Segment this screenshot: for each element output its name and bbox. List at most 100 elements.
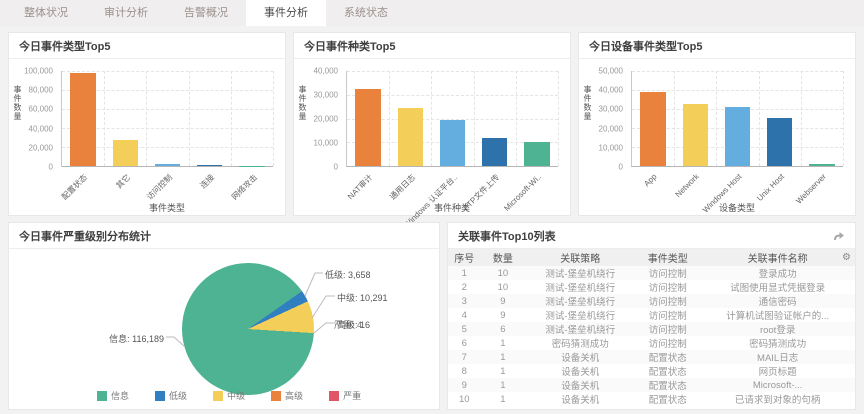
legend-item-低级[interactable]: 低级 <box>155 389 187 402</box>
bar-slot <box>516 71 558 166</box>
legend-swatch <box>155 390 166 401</box>
column-header: 序号 <box>448 249 481 266</box>
gridline <box>230 71 232 166</box>
gridline <box>758 71 760 166</box>
bar-slot <box>347 71 389 166</box>
panel-device-event-type-top5: 今日设备事件类型Top5 事件数量 50,000 40,000 30,000 20,0… <box>578 32 856 216</box>
bar-通用日志[interactable] <box>397 108 423 166</box>
bar-slot <box>231 71 273 166</box>
x-tick: 连接 <box>188 169 230 201</box>
table-cell: MAIL日志 <box>700 350 855 364</box>
x-tick: 访问控制 <box>145 169 188 202</box>
gridline <box>62 109 273 110</box>
legend-item-高级[interactable]: 高级 <box>271 389 303 402</box>
panel-event-kind-top5: 今日事件种类Top5 事件数量 40,000 30,000 20,000 10,000… <box>293 32 571 229</box>
legend-item-严重[interactable]: 严重 <box>329 389 361 402</box>
y-tick: 20,000 <box>598 124 623 134</box>
tab-4[interactable]: 系统状态 <box>344 7 388 19</box>
table-cell: 访问控制 <box>635 322 701 336</box>
severity-pie[interactable] <box>182 263 314 395</box>
gear-icon[interactable]: ⚙ <box>842 252 851 263</box>
table-cell: 1 <box>480 378 526 392</box>
pie-label-low: 低级: 3,658 <box>325 270 371 280</box>
table-cell: 密码猜测成功 <box>551 339 609 350</box>
table-cell: 测试-堡垒机绕行 <box>525 322 636 336</box>
share-icon[interactable] <box>833 231 845 241</box>
gridline <box>716 71 718 166</box>
gridline <box>843 71 844 166</box>
table-cell: 10 <box>458 393 470 405</box>
table-row: 10 1 设备关机 配置状态 已请求到对象的句柄 <box>448 392 855 407</box>
bar-chart-event-type: 事件数量 100,000 80,000 60,000 40,000 20,000 0 配置… <box>9 59 285 215</box>
column-header: 关联策略 <box>525 249 636 266</box>
table-cell: 密码猜测成功 <box>749 339 807 350</box>
y-tick: 0 <box>333 162 338 172</box>
tab-3[interactable]: 事件分析 <box>246 0 326 26</box>
y-tick: 80,000 <box>28 85 53 95</box>
column-header: 关联事件名称 <box>700 249 855 266</box>
legend-label: 中级 <box>227 391 246 401</box>
tab-0[interactable]: 整体状况 <box>24 7 68 19</box>
y-tick: 40,000 <box>598 85 623 95</box>
table-cell: 9 <box>448 378 481 392</box>
legend-swatch <box>329 390 340 401</box>
table-cell: 计算机试图验证帐户的... <box>726 311 830 322</box>
panel-title: 今日事件类型Top5 <box>19 40 111 53</box>
x-tick-label: App <box>642 172 659 189</box>
bar-slot <box>389 71 431 166</box>
bar-FTP文件上传[interactable] <box>482 137 508 166</box>
legend-label: 低级 <box>169 391 188 401</box>
bar-slot <box>759 71 801 166</box>
table-row: 2 10 测试-堡垒机绕行 访问控制 试图使用显式凭据登录 <box>448 280 855 295</box>
gridline <box>674 71 676 166</box>
bar-Windows Host[interactable] <box>724 106 751 166</box>
bar-Windows 认证平台..[interactable] <box>439 120 466 166</box>
bar-Webserver[interactable] <box>809 164 835 166</box>
gridline <box>62 71 273 72</box>
legend-item-信息[interactable]: 信息 <box>97 389 129 402</box>
tab-1[interactable]: 审计分析 <box>104 7 148 19</box>
y-axis-label: 事件数量 <box>583 85 592 121</box>
tab-2[interactable]: 告警概况 <box>184 7 228 19</box>
bar-App[interactable] <box>640 91 666 166</box>
x-axis-labels: NAT审计 通用日志 Windows 认证平台.. FTP文件上传 Microsoft-… <box>346 169 558 229</box>
bar-chart-device-type: 事件数量 50,000 40,000 30,000 20,000 10,000 0 App… <box>579 59 855 215</box>
table-cell: 4 <box>461 309 467 321</box>
table-row: 6 1 密码猜测成功 访问控制 密码猜测成功 <box>448 336 855 351</box>
column-header: 数量 <box>480 249 526 266</box>
bar-slot <box>801 71 843 166</box>
x-tick: 通用日志 <box>387 169 430 202</box>
bar-配置状态[interactable] <box>70 72 96 166</box>
y-tick: 20,000 <box>313 114 338 124</box>
panel-title: 关联事件Top10列表 <box>458 230 556 243</box>
pie-label-medium: 中级: 10,291 <box>337 293 388 303</box>
x-tick: NAT审计 <box>346 169 388 202</box>
legend-label: 高级 <box>285 391 304 401</box>
x-tick-label: Unix Host <box>754 172 786 203</box>
gridline <box>632 90 843 91</box>
x-tick-label: 通用日志 <box>387 172 417 202</box>
gridline <box>389 71 391 166</box>
legend-item-中级[interactable]: 中级 <box>213 389 245 402</box>
bar-访问控制[interactable] <box>154 163 181 166</box>
table-cell: 5 <box>448 322 481 336</box>
gridline <box>188 71 190 166</box>
bar-Unix Host[interactable] <box>767 117 793 166</box>
gridline <box>273 71 274 166</box>
bar-NAT审计[interactable] <box>355 88 381 166</box>
panel-title: 今日事件种类Top5 <box>304 40 396 53</box>
table-body: 1 10 测试-堡垒机绕行 访问控制 登录成功 2 10 测试-堡垒机绕行 访问控制 试图使用显式… <box>448 266 855 406</box>
x-tick-label: 访问控制 <box>145 172 175 202</box>
legend-swatch <box>213 390 224 401</box>
plot-area <box>61 71 274 167</box>
y-axis-ticks: 100,000 80,000 60,000 40,000 20,000 0 <box>21 67 57 172</box>
y-tick: 20,000 <box>28 143 53 153</box>
plot-area <box>631 71 844 167</box>
bar-连接[interactable] <box>197 164 223 166</box>
bar-其它[interactable] <box>112 140 138 166</box>
gridline <box>62 147 273 148</box>
bar-slot <box>474 71 516 166</box>
bar-Microsoft-Wi..[interactable] <box>524 141 550 166</box>
table-header: 序号 数量 关联策略 事件类型 关联事件名称 <box>448 249 855 266</box>
bar-Network[interactable] <box>682 104 708 166</box>
